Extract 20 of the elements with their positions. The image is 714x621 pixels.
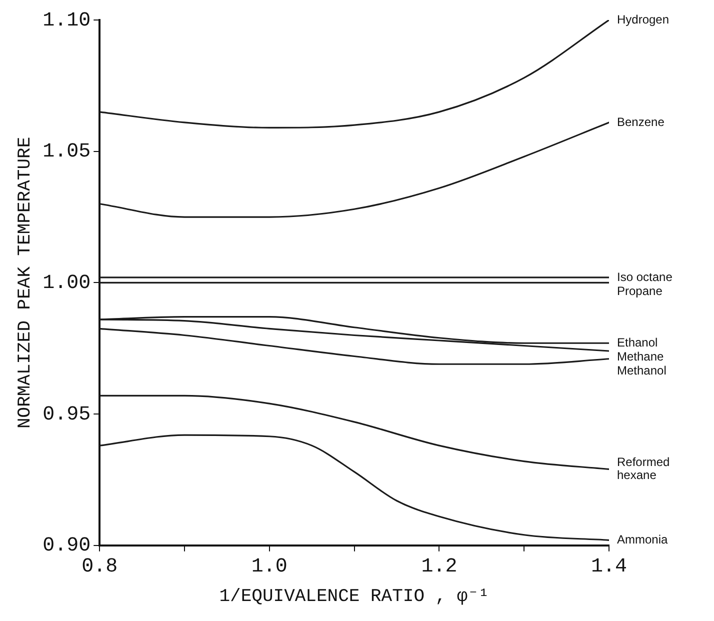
x-tick-label: 0.8	[82, 556, 118, 579]
x-tick-label: 1.2	[421, 556, 458, 579]
y-tick-label: 1.00	[42, 272, 91, 295]
series-label: Methane	[617, 349, 664, 364]
series-label: Ammonia	[617, 532, 668, 546]
series-label: Propane	[617, 284, 663, 298]
series-label: Reformed hexane	[617, 455, 670, 482]
x-axis-title: 1/EQUIVALENCE RATIO , φ⁻¹	[219, 586, 490, 607]
series-label: Benzene	[617, 114, 665, 129]
x-tick-label: 1.0	[251, 556, 288, 579]
y-tick-label: 1.10	[42, 9, 91, 32]
series-label: Iso octane	[617, 270, 673, 284]
y-tick-label: 0.90	[42, 534, 91, 558]
y-tick-label: 1.05	[42, 140, 91, 164]
series-label: Methanol	[617, 363, 666, 378]
series-label: Hydrogen	[617, 12, 670, 26]
x-tick-label: 1.4	[590, 556, 628, 579]
y-axis-title: NORMALIZED PEAK TEMPERATURE	[16, 136, 36, 429]
series-label: Ethanol	[617, 335, 658, 350]
y-tick-label: 0.95	[42, 403, 91, 426]
